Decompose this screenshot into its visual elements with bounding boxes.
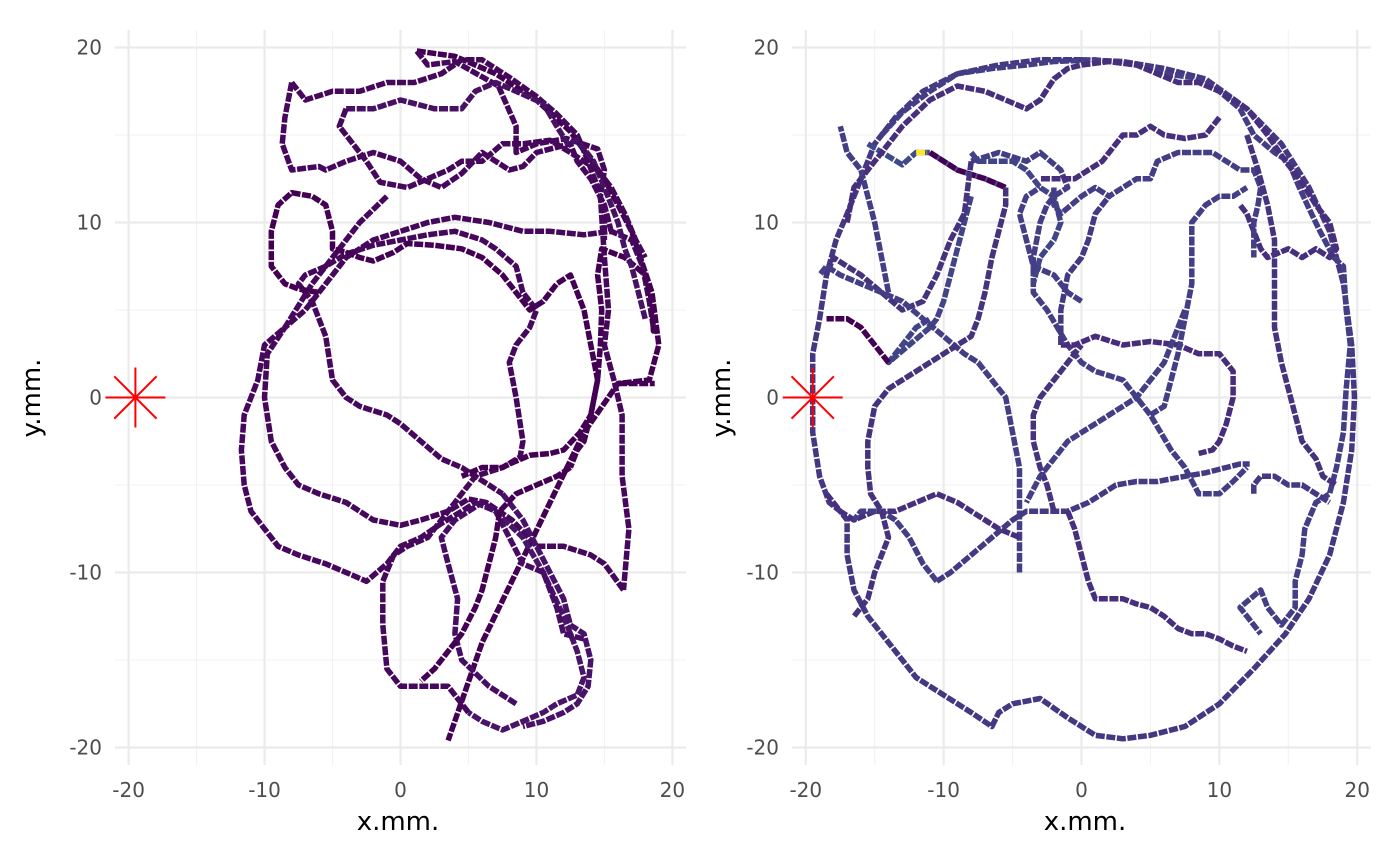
track-series-2 [866, 141, 1007, 191]
track-series-22 [1065, 510, 1248, 654]
track-series-6 [826, 316, 891, 365]
track-series-11 [935, 461, 1250, 584]
track-series-15 [419, 465, 572, 684]
panel-left: -20 -10 0 10 20 -20 -10 0 10 20 x.mm. y.mm. [17, 30, 686, 837]
x-tick-label: -20 [112, 778, 145, 802]
track-series-20 [1016, 185, 1083, 304]
track-series-8 [823, 160, 974, 313]
track-series-18 [1060, 333, 1236, 457]
x-tick-label: -20 [789, 778, 822, 802]
track-series-10 [824, 491, 1021, 541]
track-series-14 [844, 58, 1340, 261]
track-series-5 [885, 195, 974, 366]
x-tick-label: 0 [1075, 778, 1088, 802]
track-series-5 [295, 228, 540, 715]
y-axis-title: y.mm. [707, 359, 737, 438]
track-series-1 [414, 49, 632, 591]
y-tick-label: 10 [77, 211, 102, 235]
track-series-27 [1040, 115, 1222, 182]
x-tick-label: 0 [394, 778, 407, 802]
track-series-9 [289, 57, 608, 240]
track-series-4 [467, 499, 587, 733]
x-tick-label: 10 [1207, 778, 1232, 802]
track-series-21 [1030, 343, 1084, 512]
y-tick-label: 20 [77, 36, 102, 60]
y-tick-label: 20 [754, 36, 779, 60]
track-series-25 [1251, 473, 1332, 505]
x-tick-label: 10 [524, 778, 549, 802]
grid [115, 30, 686, 765]
marker-stroke [790, 375, 835, 420]
track-series-19 [1058, 194, 1112, 345]
panel-right: -20 -10 0 10 20 -20 -10 0 10 20 x.mm. y.mm. [707, 30, 1371, 837]
track-series-1 [879, 57, 1354, 636]
marker-stroke [113, 375, 158, 420]
x-tick-label: -10 [927, 778, 960, 802]
y-tick-label: 10 [754, 211, 779, 235]
track-series-13 [851, 187, 1009, 619]
track-series-10 [279, 81, 614, 232]
x-axis-title: x.mm. [1044, 807, 1127, 837]
track-series-0 [809, 57, 1358, 742]
source-marker [105, 367, 166, 428]
track-series-12 [336, 107, 648, 259]
track-series-24 [1244, 134, 1338, 488]
track-group [809, 57, 1358, 742]
track-series-9 [817, 263, 1023, 573]
source-marker [782, 367, 843, 428]
track-series-7 [438, 499, 585, 707]
y-tick-label: 0 [766, 386, 779, 410]
track-series-12 [851, 508, 939, 584]
x-tick-label: -10 [248, 778, 281, 802]
track-series-11 [346, 79, 648, 320]
track-series-23 [1148, 185, 1249, 418]
y-tick-label: -20 [69, 736, 102, 760]
y-tick-label: -20 [746, 736, 779, 760]
y-tick-label: -10 [746, 561, 779, 585]
track-series-17 [1051, 149, 1264, 258]
track-series-16 [969, 150, 1064, 285]
x-axis-title: x.mm. [357, 807, 440, 837]
track-group [238, 48, 662, 742]
x-tick-label: 20 [1344, 778, 1369, 802]
track-series-7 [970, 149, 1249, 497]
track-series-13 [268, 189, 601, 469]
y-tick-label: -10 [69, 561, 102, 585]
y-axis-title: y.mm. [17, 359, 47, 438]
track-series-15 [837, 125, 892, 294]
track-series-6 [500, 492, 594, 730]
x-tick-label: 20 [660, 778, 685, 802]
y-tick-label: 0 [89, 386, 102, 410]
track-series-26 [1023, 308, 1188, 504]
